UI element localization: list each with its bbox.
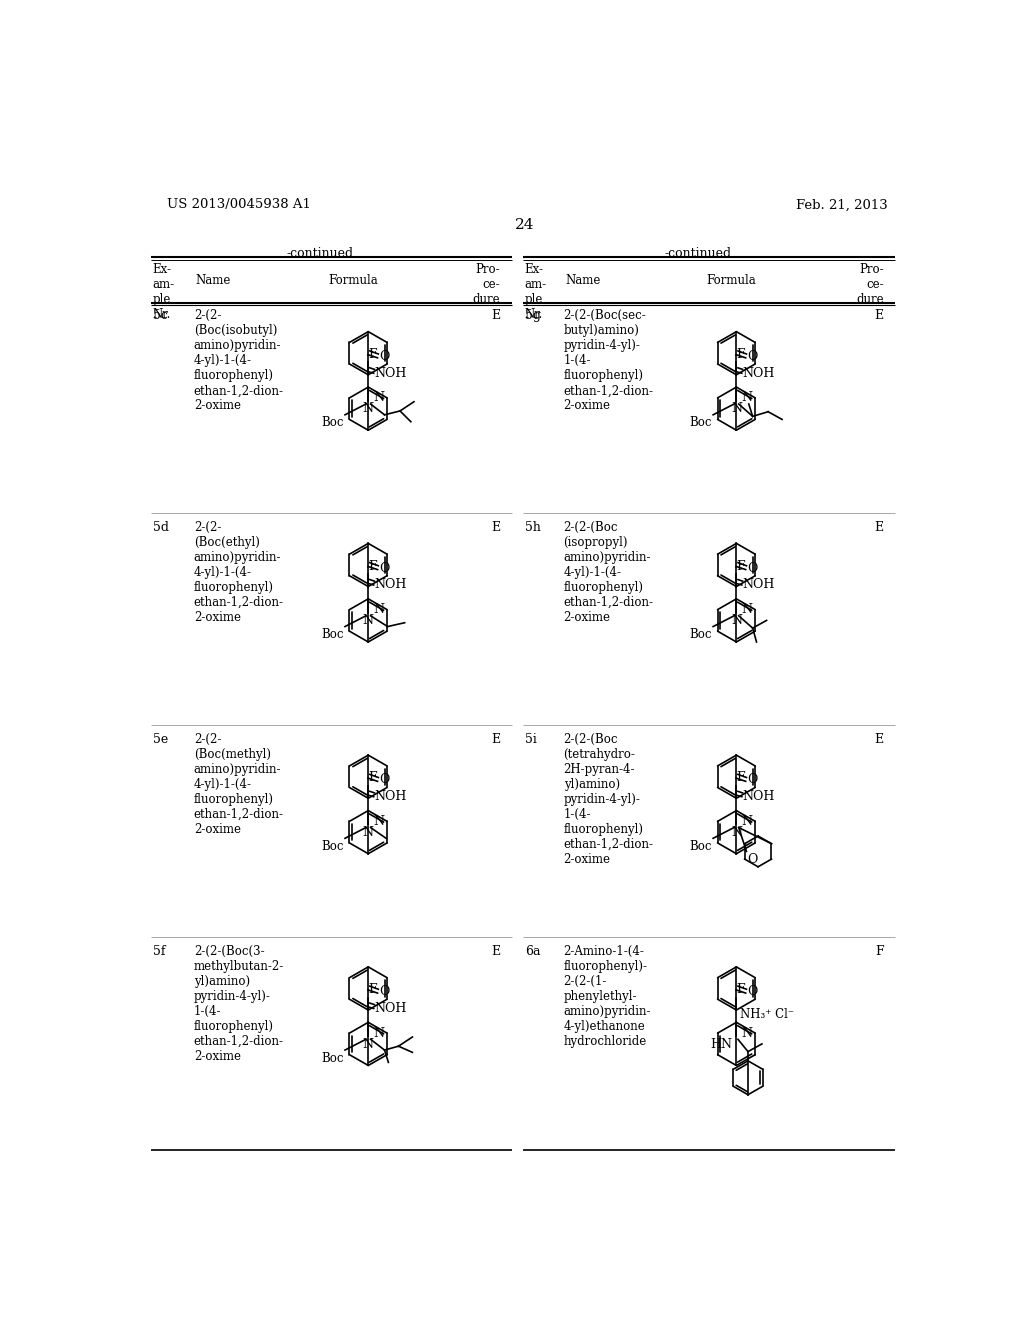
Text: O: O xyxy=(748,561,758,574)
Text: N: N xyxy=(741,391,753,404)
Text: E: E xyxy=(490,521,500,535)
Text: O: O xyxy=(379,774,389,787)
Text: E: E xyxy=(874,309,884,322)
Text: Ex-
am-
ple
Nr.: Ex- am- ple Nr. xyxy=(524,263,547,321)
Text: 2-(2-(Boc
(tetrahydro-
2H-pyran-4-
yl)amino)
pyridin-4-yl)-
1-(4-
fluorophenyl)
: 2-(2-(Boc (tetrahydro- 2H-pyran-4- yl)am… xyxy=(563,733,653,866)
Text: O: O xyxy=(746,853,758,866)
Text: NOH: NOH xyxy=(742,791,775,804)
Text: N: N xyxy=(731,826,741,840)
Text: F: F xyxy=(369,348,377,360)
Text: O: O xyxy=(748,774,758,787)
Text: 24: 24 xyxy=(515,218,535,232)
Text: 5g: 5g xyxy=(524,309,541,322)
Text: Boc: Boc xyxy=(321,1052,343,1065)
Text: Pro-
ce-
dure: Pro- ce- dure xyxy=(472,263,500,306)
Text: 5f: 5f xyxy=(153,945,165,957)
Text: NOH: NOH xyxy=(742,367,775,380)
Text: HN: HN xyxy=(711,1038,732,1051)
Text: N: N xyxy=(374,391,385,404)
Text: NOH: NOH xyxy=(375,791,407,804)
Text: 5d: 5d xyxy=(153,521,169,535)
Text: N: N xyxy=(362,614,374,627)
Text: F: F xyxy=(369,560,377,573)
Text: Boc: Boc xyxy=(321,840,343,853)
Text: N: N xyxy=(374,814,385,828)
Text: 2-(2-(Boc(sec-
butyl)amino)
pyridin-4-yl)-
1-(4-
fluorophenyl)
ethan-1,2-dion-
2: 2-(2-(Boc(sec- butyl)amino) pyridin-4-yl… xyxy=(563,309,653,412)
Text: Boc: Boc xyxy=(689,840,712,853)
Text: US 2013/0045938 A1: US 2013/0045938 A1 xyxy=(167,198,310,211)
Text: Boc: Boc xyxy=(321,416,343,429)
Text: Name: Name xyxy=(196,275,231,286)
Text: Boc: Boc xyxy=(321,628,343,642)
Text: N: N xyxy=(731,614,741,627)
Text: Formula: Formula xyxy=(328,275,378,286)
Text: E: E xyxy=(874,733,884,746)
Text: F: F xyxy=(369,983,377,997)
Text: NOH: NOH xyxy=(375,578,407,591)
Text: 2-(2-
(Boc(methyl)
amino)pyridin-
4-yl)-1-(4-
fluorophenyl)
ethan-1,2-dion-
2-ox: 2-(2- (Boc(methyl) amino)pyridin- 4-yl)-… xyxy=(194,733,284,836)
Text: N: N xyxy=(741,1027,753,1040)
Text: -continued: -continued xyxy=(664,247,731,260)
Text: E: E xyxy=(874,521,884,535)
Text: Name: Name xyxy=(565,275,601,286)
Text: 6a: 6a xyxy=(524,945,541,957)
Text: 5i: 5i xyxy=(524,733,537,746)
Text: N: N xyxy=(741,603,753,616)
Text: Formula: Formula xyxy=(707,275,757,286)
Text: Boc: Boc xyxy=(689,416,712,429)
Text: N: N xyxy=(362,403,374,416)
Text: E: E xyxy=(490,945,500,957)
Text: N: N xyxy=(731,403,741,416)
Text: F: F xyxy=(736,348,745,360)
Text: Pro-
ce-
dure: Pro- ce- dure xyxy=(856,263,884,306)
Text: O: O xyxy=(748,350,758,363)
Text: NOH: NOH xyxy=(375,1002,407,1015)
Text: N: N xyxy=(374,603,385,616)
Text: 2-(2-
(Boc(ethyl)
amino)pyridin-
4-yl)-1-(4-
fluorophenyl)
ethan-1,2-dion-
2-oxi: 2-(2- (Boc(ethyl) amino)pyridin- 4-yl)-1… xyxy=(194,521,284,624)
Text: F: F xyxy=(874,945,884,957)
Text: Feb. 21, 2013: Feb. 21, 2013 xyxy=(796,198,888,211)
Text: 2-(2-(Boc
(isopropyl)
amino)pyridin-
4-yl)-1-(4-
fluorophenyl)
ethan-1,2-dion-
2: 2-(2-(Boc (isopropyl) amino)pyridin- 4-y… xyxy=(563,521,653,624)
Text: 5e: 5e xyxy=(153,733,168,746)
Text: O: O xyxy=(379,350,389,363)
Text: 2-(2-(Boc(3-
methylbutan-2-
yl)amino)
pyridin-4-yl)-
1-(4-
fluorophenyl)
ethan-1: 2-(2-(Boc(3- methylbutan-2- yl)amino) py… xyxy=(194,945,284,1063)
Text: O: O xyxy=(379,561,389,574)
Text: F: F xyxy=(736,560,745,573)
Text: N: N xyxy=(374,1027,385,1040)
Text: N: N xyxy=(362,1038,374,1051)
Text: F: F xyxy=(369,771,377,784)
Text: N: N xyxy=(741,814,753,828)
Text: F: F xyxy=(736,771,745,784)
Text: 2-(2-
(Boc(isobutyl)
amino)pyridin-
4-yl)-1-(4-
fluorophenyl)
ethan-1,2-dion-
2-: 2-(2- (Boc(isobutyl) amino)pyridin- 4-yl… xyxy=(194,309,284,412)
Text: 5h: 5h xyxy=(524,521,541,535)
Text: E: E xyxy=(490,733,500,746)
Text: Ex-
am-
ple
Nr.: Ex- am- ple Nr. xyxy=(153,263,175,321)
Text: -continued: -continued xyxy=(287,247,353,260)
Text: N: N xyxy=(362,826,374,840)
Text: O: O xyxy=(748,985,758,998)
Text: Boc: Boc xyxy=(689,628,712,642)
Text: 5c: 5c xyxy=(153,309,168,322)
Text: NOH: NOH xyxy=(375,367,407,380)
Text: O: O xyxy=(379,985,389,998)
Text: F: F xyxy=(736,983,745,997)
Text: NH₃⁺ Cl⁻: NH₃⁺ Cl⁻ xyxy=(740,1008,795,1022)
Text: E: E xyxy=(490,309,500,322)
Text: 2-Amino-1-(4-
fluorophenyl)-
2-(2-(1-
phenylethyl-
amino)pyridin-
4-yl)ethanone
: 2-Amino-1-(4- fluorophenyl)- 2-(2-(1- ph… xyxy=(563,945,651,1048)
Text: NOH: NOH xyxy=(742,578,775,591)
